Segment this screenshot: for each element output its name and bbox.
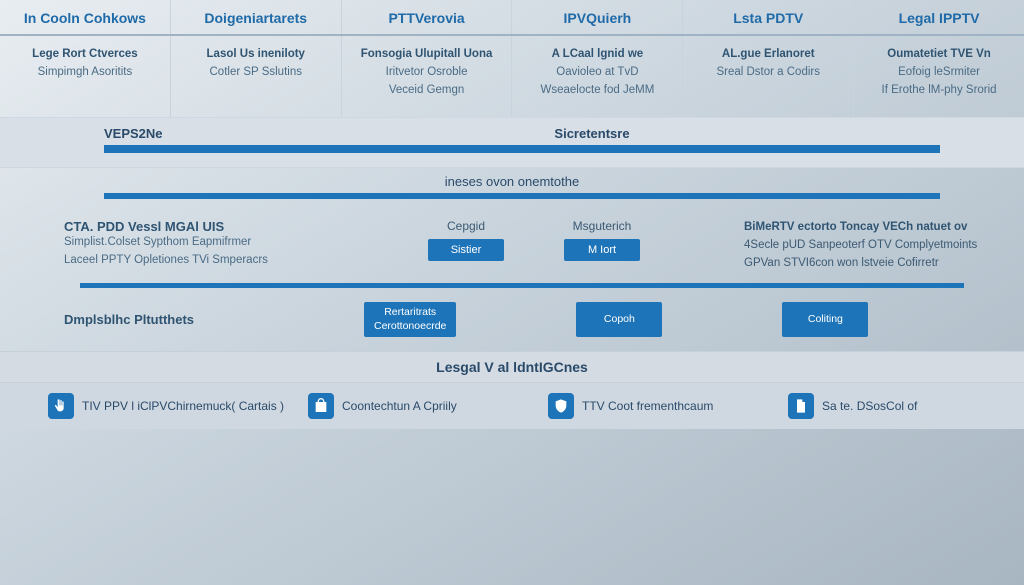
btn-line1: Rertaritrats bbox=[374, 306, 446, 320]
footer-label: TIV PPV l iClPVChirnemuck( Cartais ) bbox=[82, 399, 284, 413]
header-cell[interactable]: In Cooln Cohkows bbox=[0, 0, 171, 34]
cell-line3: Veceid Gemgn bbox=[350, 82, 504, 100]
second-button-row: Dmplsblhc Pltutthets Rertaritrats Cerott… bbox=[0, 288, 1024, 345]
hand-icon bbox=[48, 393, 74, 419]
title-band: Lesgal V al ldntIGCnes bbox=[0, 351, 1024, 383]
footer-label: Coontechtun A Cpriily bbox=[342, 399, 457, 413]
mid-center-buttons: Cepgid Sistier Msguterich M Iort bbox=[344, 219, 724, 272]
btn-line1: Coliting bbox=[792, 313, 858, 327]
second-row-buttons: Rertaritrats Cerottonoecrde Copoh Coliti… bbox=[344, 302, 1000, 337]
miort-button[interactable]: M Iort bbox=[564, 239, 640, 261]
rertaritrats-button[interactable]: Rertaritrats Cerottonoecrde bbox=[364, 302, 456, 337]
cell-line1: Fonsogia Ulupitall Uona bbox=[350, 46, 504, 64]
content-cell: Lege Rort Ctverces Simpimgh Asoritits bbox=[0, 36, 171, 117]
mid-left-line2: Simplist.Colset Sypthom Eapmifrmer bbox=[64, 234, 324, 251]
col1-label: Cepgid bbox=[447, 219, 485, 233]
col2-label: Msguterich bbox=[573, 219, 632, 233]
content-cell: Fonsogia Ulupitall Uona Iritvetor Osrobl… bbox=[342, 36, 513, 117]
cell-line1: AL.gue Erlanoret bbox=[691, 46, 845, 64]
footer-label: Sa te. DSosCol of bbox=[822, 399, 917, 413]
cell-line2: Iritvetor Osroble bbox=[350, 64, 504, 82]
mid-left-block: CTA. PDD Vessl MGAl UIS Simplist.Colset … bbox=[24, 219, 324, 272]
header-cell[interactable]: Doigeniartarets bbox=[171, 0, 342, 34]
band1-left-label: VEPS2Ne bbox=[24, 126, 184, 141]
content-cell: Lasol Us ineniloty Cotler SP Sslutins bbox=[171, 36, 342, 117]
band1-center-label: Sicretentsre bbox=[184, 126, 1000, 141]
header-cell[interactable]: PTTVerovia bbox=[342, 0, 513, 34]
section-band-1: VEPS2Ne Sicretentsre bbox=[0, 117, 1024, 168]
cell-line3: Wseaelocte fod JeMM bbox=[520, 82, 674, 100]
content-cell: AL.gue Erlanoret Sreal Dstor a Codirs bbox=[683, 36, 854, 117]
mid-right-line3: GPVan STVI6con won lstveie Cofirretr bbox=[744, 255, 980, 273]
cell-line2: Eofoig leSrmiter bbox=[862, 64, 1016, 82]
cell-line2: Sreal Dstor a Codirs bbox=[691, 64, 845, 82]
progress-bar-2 bbox=[104, 193, 940, 199]
cell-line2: Oavioleo at TvD bbox=[520, 64, 674, 82]
band2-center-label: ineses ovon onemtothe bbox=[24, 174, 1000, 189]
btn-line2: Cerottonoecrde bbox=[374, 320, 446, 334]
shield-icon bbox=[548, 393, 574, 419]
header-cell[interactable]: Legal IPPTV bbox=[854, 0, 1024, 34]
second-row-title: Dmplsblhc Pltutthets bbox=[24, 312, 344, 327]
header-cell[interactable]: Lsta PDTV bbox=[683, 0, 854, 34]
section-band-2: ineses ovon onemtothe bbox=[0, 168, 1024, 209]
cell-line1: Lasol Us ineniloty bbox=[179, 46, 333, 64]
button-column-2: Msguterich M Iort bbox=[564, 219, 640, 272]
header-cell[interactable]: IPVQuierh bbox=[512, 0, 683, 34]
mid-right-line2: 4Secle pUD Sanpeoterf OTV Complyetmoints bbox=[744, 237, 980, 255]
mid-right-block: BiMeRTV ectorto Toncay VECh natuet ov 4S… bbox=[744, 219, 1000, 272]
button-column-1: Cepgid Sistier bbox=[428, 219, 504, 272]
cell-line1: Oumatetiet TVE Vn bbox=[862, 46, 1016, 64]
footer-item-4[interactable]: Sa te. DSosCol of bbox=[788, 393, 1006, 419]
cell-line2: Cotler SP Sslutins bbox=[179, 64, 333, 82]
header-row: In Cooln Cohkows Doigeniartarets PTTVero… bbox=[0, 0, 1024, 36]
cell-line3: If Erothe lM-phy Srorid bbox=[862, 82, 1016, 100]
copoh-button[interactable]: Copoh bbox=[576, 302, 662, 337]
content-row: Lege Rort Ctverces Simpimgh Asoritits La… bbox=[0, 36, 1024, 117]
cell-line1: Lege Rort Ctverces bbox=[8, 46, 162, 64]
footer-item-1[interactable]: TIV PPV l iClPVChirnemuck( Cartais ) bbox=[18, 393, 298, 419]
footer-item-3[interactable]: TTV Coot frementhcaum bbox=[548, 393, 778, 419]
bag-icon bbox=[308, 393, 334, 419]
mid-left-line3: Laceel PPTY Opletiones TVi Smperacrs bbox=[64, 252, 324, 269]
content-cell: Oumatetiet TVE Vn Eofoig leSrmiter If Er… bbox=[854, 36, 1024, 117]
content-cell: A LCaal lgnid we Oavioleo at TvD Wseaelo… bbox=[512, 36, 683, 117]
mid-right-line1: BiMeRTV ectorto Toncay VECh natuet ov bbox=[744, 219, 980, 237]
doc-icon bbox=[788, 393, 814, 419]
sistier-button[interactable]: Sistier bbox=[428, 239, 504, 261]
coliting-button[interactable]: Coliting bbox=[782, 302, 868, 337]
footer-bar: TIV PPV l iClPVChirnemuck( Cartais ) Coo… bbox=[0, 383, 1024, 429]
footer-label: TTV Coot frementhcaum bbox=[582, 399, 713, 413]
mid-grid: CTA. PDD Vessl MGAl UIS Simplist.Colset … bbox=[0, 209, 1024, 272]
progress-bar-1 bbox=[104, 145, 940, 153]
cell-line1: A LCaal lgnid we bbox=[520, 46, 674, 64]
cell-line2: Simpimgh Asoritits bbox=[8, 64, 162, 82]
mid-left-title: CTA. PDD Vessl MGAl UIS bbox=[64, 219, 324, 234]
footer-item-2[interactable]: Coontechtun A Cpriily bbox=[308, 393, 538, 419]
btn-line1: Copoh bbox=[586, 313, 652, 327]
